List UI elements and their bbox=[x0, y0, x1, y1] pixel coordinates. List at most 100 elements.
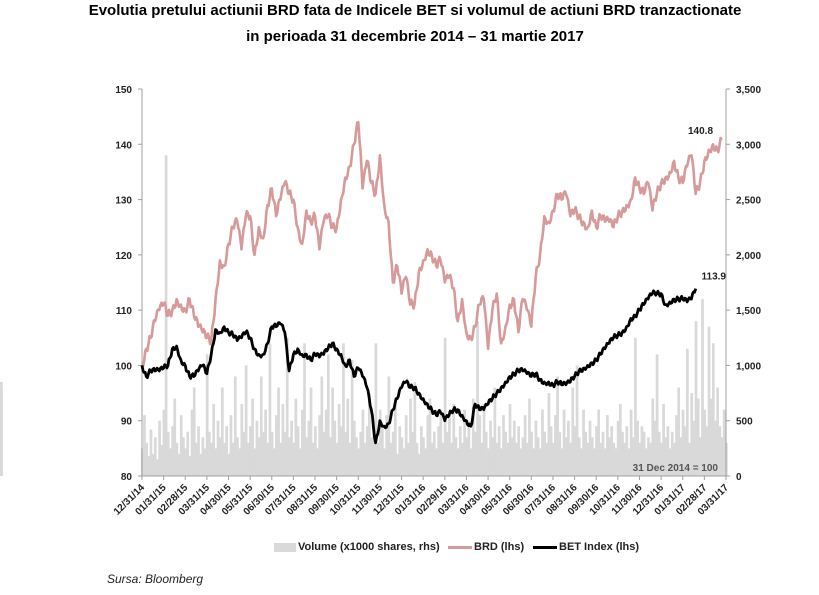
right-tick-label: 500 bbox=[736, 417, 753, 428]
volume-bar bbox=[575, 365, 579, 476]
volume-bar bbox=[350, 359, 354, 476]
volume-bar bbox=[495, 442, 499, 476]
volume-bar bbox=[480, 442, 484, 476]
volume-bar bbox=[227, 453, 231, 476]
volume-bar bbox=[599, 442, 603, 476]
volume-bar bbox=[359, 431, 363, 476]
volume-bar bbox=[707, 326, 711, 476]
volume-bar bbox=[631, 437, 635, 476]
volume-bar bbox=[549, 426, 553, 476]
volume-bar bbox=[551, 442, 555, 476]
volume-bar bbox=[489, 420, 492, 476]
volume-bar bbox=[238, 448, 241, 476]
volume-bar bbox=[225, 426, 229, 476]
volume-bar bbox=[318, 415, 322, 476]
volume-bar bbox=[335, 442, 339, 476]
volume-bar bbox=[158, 420, 161, 476]
volume-bar bbox=[339, 426, 343, 476]
volume-bar bbox=[703, 409, 707, 476]
volume-bar bbox=[413, 382, 417, 476]
volume-bar bbox=[279, 442, 283, 476]
volume-bar bbox=[612, 442, 616, 476]
volume-bar bbox=[268, 343, 272, 476]
volume-bar bbox=[169, 448, 172, 476]
volume-bar bbox=[437, 426, 440, 476]
chart-labels: 140.8 113.9 31 Dec 2014 = 100 bbox=[624, 126, 726, 474]
volume-bar bbox=[305, 437, 309, 476]
legend-swatch-brd bbox=[448, 545, 472, 549]
volume-bar bbox=[670, 431, 674, 476]
volume-bar bbox=[398, 426, 402, 476]
volume-bar bbox=[324, 409, 328, 476]
volume-bar bbox=[448, 415, 451, 476]
volume-bar bbox=[647, 437, 650, 476]
right-tick-label: 3,000 bbox=[736, 140, 761, 151]
volume-bar bbox=[681, 409, 685, 476]
volume-bar bbox=[400, 437, 404, 476]
volume-bar bbox=[262, 431, 265, 476]
volume-bar bbox=[160, 445, 164, 476]
legend-item-bet: BET Index (lhs) bbox=[533, 541, 639, 553]
volume-bar bbox=[465, 437, 469, 476]
volume-bar bbox=[246, 442, 250, 476]
volume-bar bbox=[214, 448, 218, 476]
volume-bar bbox=[484, 431, 488, 476]
legend-swatch-volume bbox=[274, 542, 296, 552]
volume-bar bbox=[352, 420, 356, 476]
chart-title: Evolutia pretului actiunii BRD fata de I… bbox=[88, 2, 742, 19]
volume-bar bbox=[660, 442, 663, 476]
volume-bar bbox=[162, 409, 166, 476]
left-tick-label: 130 bbox=[115, 196, 132, 207]
volume-bar bbox=[188, 456, 192, 476]
volume-bar bbox=[342, 343, 345, 476]
volume-bar bbox=[545, 442, 549, 476]
volume-bar bbox=[259, 376, 263, 476]
bet-last-value-label: 113.9 bbox=[702, 272, 727, 283]
volume-bar bbox=[337, 404, 341, 476]
volume-bar bbox=[236, 437, 239, 476]
volume-bar bbox=[543, 431, 546, 476]
volume-bar bbox=[147, 456, 151, 476]
legend-label-bet: BET Index (lhs) bbox=[559, 541, 640, 553]
volume-bar bbox=[311, 442, 315, 476]
left-tick-label: 110 bbox=[116, 306, 133, 317]
volume-bar bbox=[316, 448, 319, 476]
volume-bar bbox=[417, 453, 421, 476]
volume-bar bbox=[519, 448, 523, 476]
volume-bar bbox=[346, 398, 350, 476]
volume-bar bbox=[233, 376, 237, 476]
volume-bar bbox=[197, 426, 200, 476]
volume-bar bbox=[184, 448, 187, 476]
volume-bar bbox=[618, 404, 622, 476]
legend-item-volume: Volume (x1000 shares, rhs) bbox=[274, 541, 440, 553]
volume-bar bbox=[590, 437, 594, 476]
volume-bar bbox=[482, 404, 486, 476]
volume-bar bbox=[458, 426, 462, 476]
volume-bar bbox=[701, 299, 704, 476]
volume-bar bbox=[528, 398, 531, 476]
volume-bar bbox=[307, 420, 311, 476]
volume-bar bbox=[272, 448, 276, 476]
volume-bar bbox=[145, 442, 148, 476]
volume-bar bbox=[182, 437, 185, 476]
volume-bar bbox=[491, 437, 495, 476]
volume-bar bbox=[666, 426, 670, 476]
volume-bar bbox=[355, 437, 358, 476]
series-lines bbox=[140, 120, 723, 445]
volume-bar bbox=[538, 448, 542, 476]
volume-bar bbox=[595, 426, 598, 476]
volume-bar bbox=[530, 431, 533, 476]
volume-bar bbox=[0, 387, 3, 476]
volume-bar bbox=[404, 415, 408, 476]
volume-bar bbox=[636, 420, 639, 476]
volume-bar bbox=[556, 376, 559, 476]
volume-bar bbox=[621, 431, 624, 476]
volume-bar bbox=[363, 442, 367, 476]
volume-bar bbox=[720, 437, 724, 476]
volume-bar bbox=[478, 415, 482, 476]
volume-bar bbox=[376, 442, 380, 476]
volume-bar bbox=[605, 415, 609, 476]
annotation-background bbox=[624, 461, 724, 474]
volume-bar bbox=[201, 437, 205, 476]
